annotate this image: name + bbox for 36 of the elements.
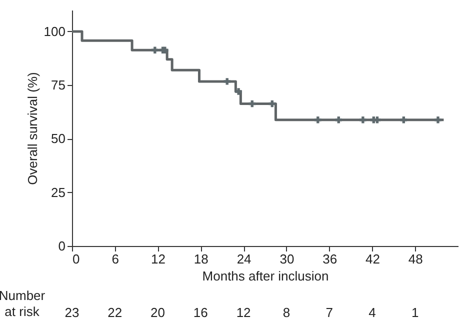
y-tick-label: 50: [51, 131, 66, 146]
text: 8: [282, 305, 290, 320]
text: 23: [64, 305, 80, 320]
point: [248, 100, 256, 108]
y-axis-title: Overall survival (%): [24, 72, 40, 185]
point: [224, 78, 230, 85]
x-tick-label: 0: [72, 252, 80, 266]
x-tick-label: 36: [322, 252, 338, 266]
x-tick-label: 24: [236, 252, 252, 266]
x-tick-label: 48: [408, 252, 423, 266]
x-tick-label: 12: [151, 252, 166, 266]
y-tick-label: 0: [58, 238, 66, 254]
point: [152, 46, 158, 54]
text: 4: [368, 305, 376, 320]
x-tick-label: 6: [112, 252, 120, 266]
point: [434, 116, 442, 124]
point: [314, 116, 322, 124]
text: 20: [150, 305, 166, 320]
point: [235, 88, 242, 95]
x-tick-label: 42: [365, 252, 380, 266]
point: [335, 116, 342, 124]
point: [360, 116, 366, 124]
text: 1: [411, 305, 419, 320]
text: 22: [108, 305, 122, 320]
x-tick-label: 30: [280, 252, 294, 266]
text: Number at risk: [0, 288, 46, 319]
y-tick-label: 100: [44, 24, 66, 39]
point: [400, 116, 408, 124]
text: 12: [236, 305, 251, 320]
y-tick-label: 25: [51, 184, 66, 200]
text: 16: [193, 305, 208, 320]
point: [268, 100, 276, 108]
x-axis-title: Months after inclusion: [202, 268, 329, 284]
text: 7: [326, 305, 333, 320]
x-tick-label: 18: [194, 252, 208, 266]
y-tick-label: 75: [51, 78, 66, 93]
